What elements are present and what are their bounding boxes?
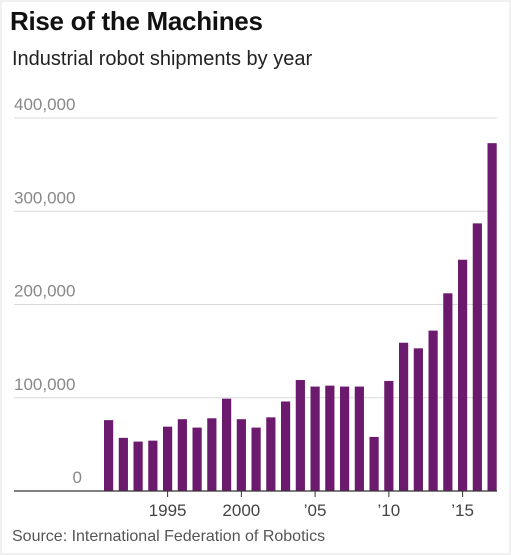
- bar: [458, 259, 468, 491]
- chart-subtitle: Industrial robot shipments by year: [12, 48, 313, 70]
- bar: [310, 386, 320, 491]
- x-tick-label: ’10: [378, 501, 401, 520]
- y-tick-label: 200,000: [14, 282, 75, 301]
- bar: [118, 437, 128, 491]
- bar: [413, 348, 423, 491]
- bar: [354, 386, 364, 491]
- x-tick-label: ’15: [451, 501, 474, 520]
- bar: [487, 143, 497, 492]
- bar: [266, 417, 276, 491]
- bar: [369, 436, 379, 491]
- bar: [222, 398, 232, 491]
- chart-title: Rise of the Machines: [10, 6, 263, 36]
- y-tick-label: 400,000: [14, 95, 75, 114]
- bar: [472, 223, 482, 491]
- bar: [399, 342, 409, 491]
- bar: [163, 426, 173, 491]
- bar: [340, 386, 350, 491]
- bar: [281, 401, 291, 491]
- x-tick-label: 2000: [222, 501, 260, 520]
- bar: [148, 440, 158, 491]
- y-tick-label: 300,000: [14, 188, 75, 207]
- bar: [428, 330, 438, 491]
- bar: [104, 420, 114, 491]
- x-axis-ticks: 1995 2000 ’05 ’10 ’15: [149, 491, 474, 520]
- bar: [207, 418, 217, 491]
- bar: [192, 427, 202, 491]
- bar: [443, 293, 453, 491]
- bar: [384, 380, 394, 491]
- bar: [295, 380, 305, 491]
- bar: [133, 441, 143, 491]
- bar: [251, 427, 261, 491]
- gridlines: [14, 117, 497, 399]
- y-tick-label: 0: [73, 468, 82, 487]
- bar: [236, 419, 246, 491]
- y-axis-ticks: 0 100,000 200,000 300,000 400,000: [14, 95, 82, 487]
- bars: [104, 143, 497, 492]
- y-tick-label: 100,000: [14, 375, 75, 394]
- source-note: Source: International Federation of Robo…: [12, 528, 326, 545]
- x-tick-label: ’05: [304, 501, 327, 520]
- x-tick-label: 1995: [149, 501, 187, 520]
- bar: [325, 385, 335, 491]
- bar: [177, 419, 187, 491]
